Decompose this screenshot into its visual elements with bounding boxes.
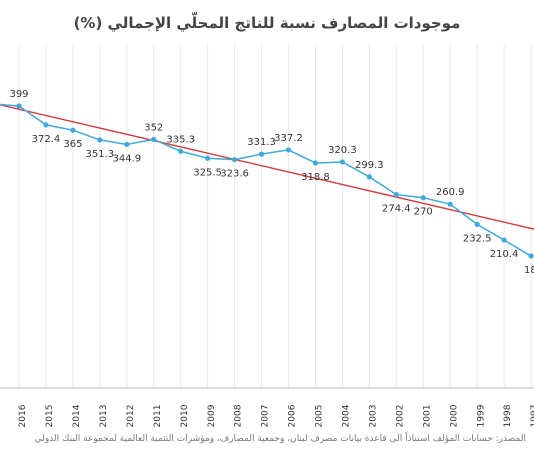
data-point (151, 136, 157, 143)
trend-line (0, 104, 534, 230)
x-tick-label: 2007 (261, 405, 271, 428)
data-point (339, 159, 345, 165)
series-line-group (0, 103, 532, 257)
data-label: 352 (144, 122, 163, 133)
data-label: 270 (414, 207, 433, 218)
grid-lines (18, 45, 532, 388)
data-point (97, 137, 103, 143)
data-point (285, 147, 292, 153)
x-tick-label: 2004 (342, 404, 352, 427)
x-tick-label: 2012 (126, 405, 136, 428)
x-tick-label: 2006 (288, 404, 298, 427)
data-label: 337.2 (274, 133, 303, 144)
data-points (16, 103, 534, 259)
data-point (232, 157, 238, 163)
data-point (258, 151, 265, 157)
data-label: 188 (524, 265, 534, 276)
trend-line-group (0, 104, 534, 230)
data-label: 260.9 (436, 187, 465, 198)
series-line (0, 103, 532, 257)
data-label: 351.3 (86, 149, 115, 160)
data-label: 344.9 (112, 153, 141, 164)
chart-title: موجودات المصارف نسبة للناتج المحلّي الإج… (73, 14, 461, 32)
x-tick-label: 2011 (153, 405, 163, 428)
data-label: 299.3 (355, 160, 384, 171)
data-label: 331.3 (247, 137, 276, 148)
data-label: 274.4 (382, 204, 411, 215)
x-tick-label: 2015 (45, 405, 55, 428)
data-point (366, 174, 372, 180)
x-tick-label: 2010 (180, 404, 190, 427)
x-tick-labels: 2016 2015 2014 2013 2012 2011 2010 2009 2008 2007… (18, 404, 534, 427)
data-point (70, 127, 76, 133)
data-point (393, 191, 399, 198)
data-label: 325.5 (193, 167, 222, 178)
x-tick-label: 2003 (369, 405, 379, 428)
x-tick-label: 1997 (530, 405, 534, 428)
data-point (124, 141, 130, 148)
x-tick-label: 2009 (207, 404, 217, 427)
x-tick-label: 2001 (422, 405, 432, 428)
x-tick-label: 2000 (449, 404, 459, 427)
x-tick-label: 2005 (315, 405, 325, 428)
data-point (43, 122, 49, 128)
data-point (16, 103, 22, 109)
data-label: 232.5 (463, 233, 492, 244)
x-tick-label: 2014 (72, 404, 82, 427)
data-point (528, 253, 534, 259)
x-tick-label: 2002 (395, 405, 405, 428)
data-point (474, 221, 480, 227)
x-tick-label: 2013 (99, 405, 109, 428)
data-point (501, 237, 507, 243)
data-point (312, 160, 319, 166)
data-label: 365 (63, 139, 82, 150)
data-label: 210.4 (490, 249, 519, 260)
data-label: 318.8 (301, 172, 330, 183)
data-label: 323.6 (220, 169, 249, 180)
source-note: المصدر: حسابات المؤلف استناداً الى قاعدة… (34, 434, 526, 444)
data-point (420, 195, 426, 201)
x-tick-label: 2008 (234, 404, 244, 427)
data-point (178, 148, 184, 154)
data-label: 372.4 (32, 134, 61, 145)
x-tick-label: 2016 (18, 404, 28, 427)
data-point (205, 155, 211, 161)
data-label: 320.3 (328, 145, 357, 156)
data-label: 335.3 (166, 134, 195, 145)
data-label: 399 (9, 89, 28, 100)
x-tick-label: 1999 (476, 404, 486, 427)
data-point (447, 201, 453, 207)
x-tick-label: 1998 (503, 404, 513, 427)
